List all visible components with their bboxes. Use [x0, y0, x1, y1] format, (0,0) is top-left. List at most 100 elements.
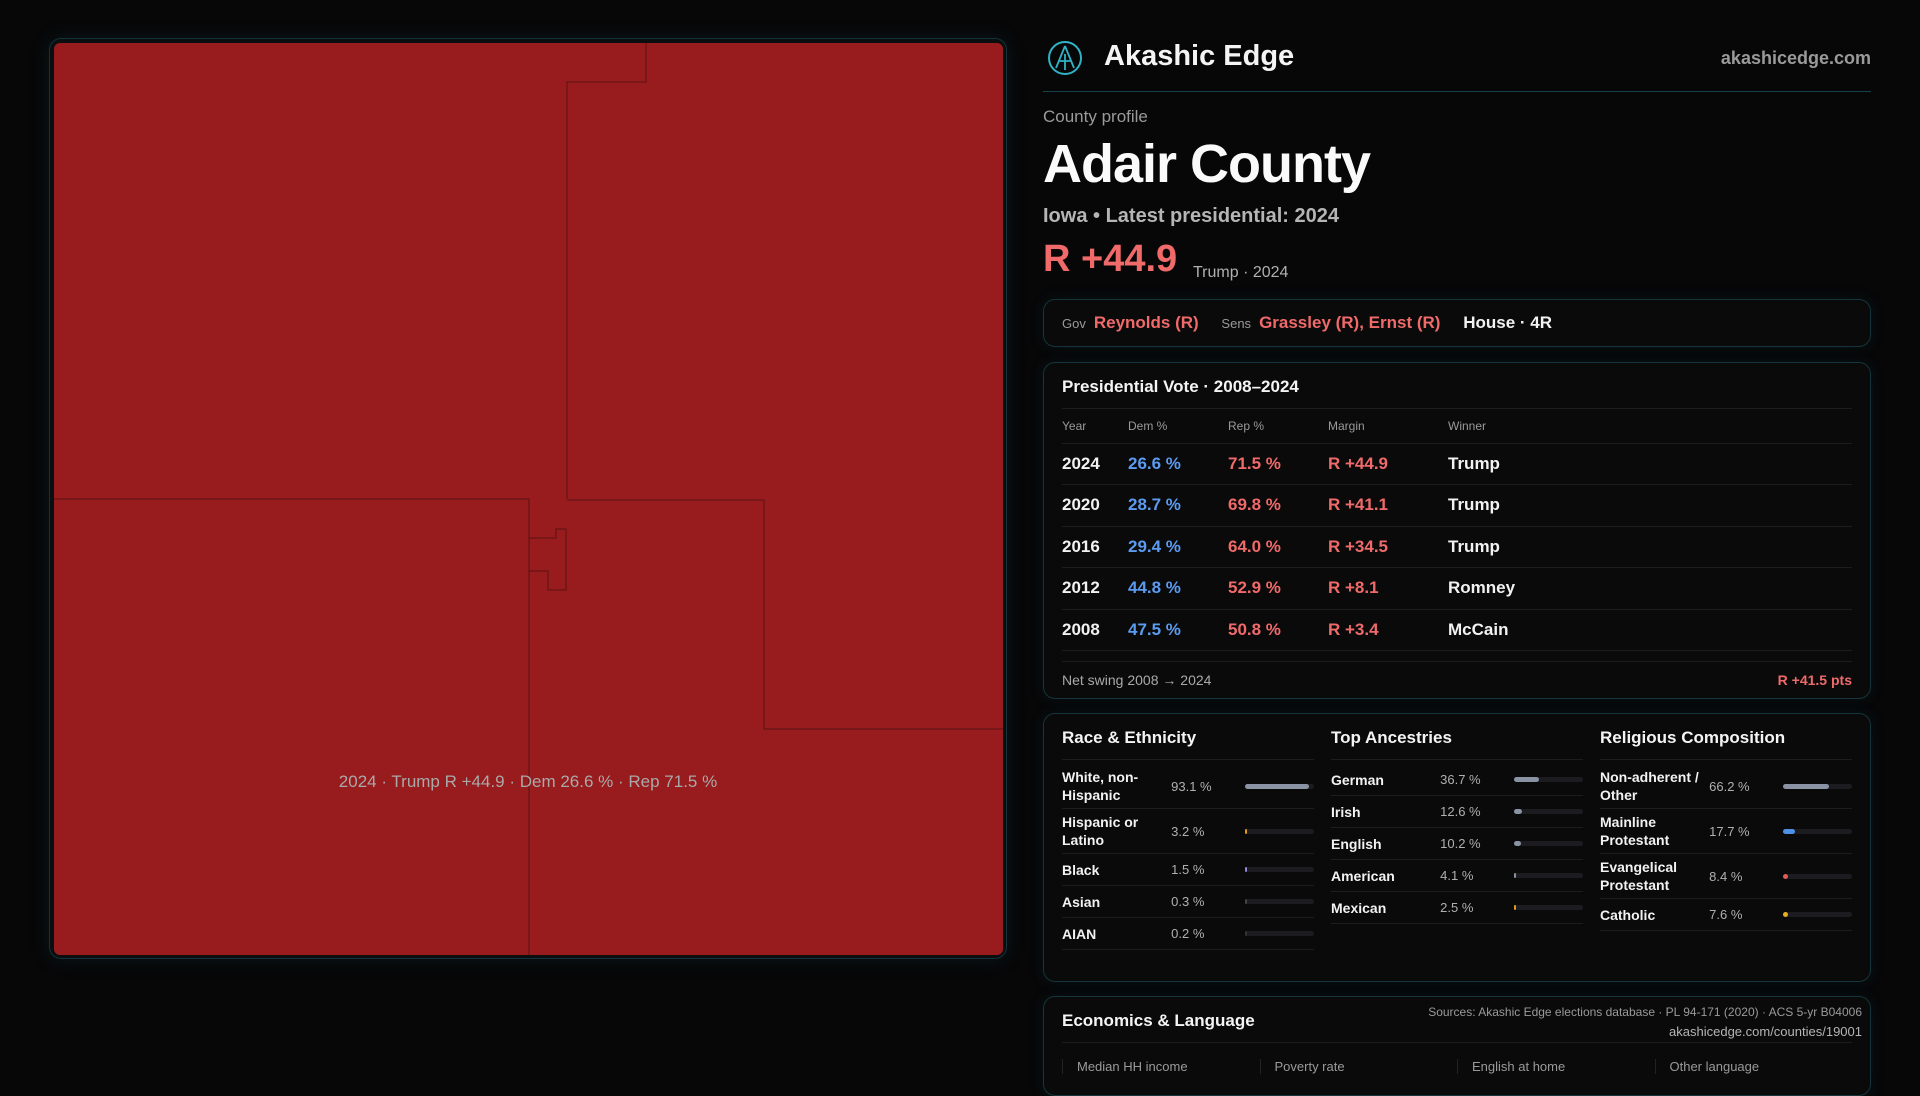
- list-item: Black 1.5 %: [1062, 854, 1315, 886]
- winner-cell: Trump: [1448, 443, 1852, 485]
- share-bar-fill: [1513, 873, 1517, 878]
- table-row: 2008 47.5 % 50.8 % R +3.4 McCain: [1062, 609, 1852, 651]
- page-url[interactable]: akashicedge.com/counties/19001: [1669, 1024, 1862, 1039]
- margin-cell: R +44.9: [1328, 443, 1448, 485]
- section-title: Religious Composition: [1600, 728, 1852, 760]
- item-value: 17.7 %: [1709, 823, 1750, 839]
- headline-margin: R +44.9: [1043, 238, 1178, 280]
- share-bar: [1244, 931, 1315, 936]
- winner-cell: Trump: [1448, 526, 1852, 568]
- share-bar: [1513, 873, 1584, 878]
- year-cell: 2012: [1062, 567, 1128, 610]
- dem-pct-cell: 26.6 %: [1128, 443, 1228, 485]
- share-bar: [1244, 867, 1315, 872]
- demographics-card: Race & Ethnicity White, non-Hispanic 93.1 …: [1043, 713, 1871, 982]
- year-cell: 2016: [1062, 526, 1128, 568]
- township-boundaries: [54, 43, 1003, 955]
- winner-cell: Trump: [1448, 484, 1852, 527]
- share-bar-fill: [1244, 867, 1247, 872]
- dem-pct-cell: 28.7 %: [1128, 484, 1228, 527]
- economics-title: Economics & Language: [1062, 1011, 1852, 1043]
- item-value: 3.2 %: [1171, 823, 1205, 839]
- item-value: 7.6 %: [1709, 907, 1743, 922]
- presidential-title: Presidential Vote · 2008–2024: [1062, 377, 1852, 409]
- item-label: Black: [1062, 861, 1100, 878]
- share-bar-fill: [1782, 828, 1795, 834]
- share-bar: [1782, 873, 1853, 879]
- item-value: 1.5 %: [1171, 862, 1205, 877]
- col-margin: Margin: [1328, 409, 1448, 444]
- list-item: English 10.2 %: [1331, 828, 1584, 860]
- rep-pct-cell: 50.8 %: [1228, 609, 1328, 651]
- year-cell: 2008: [1062, 609, 1128, 651]
- margin-cell: R +3.4: [1328, 609, 1448, 651]
- list-item: Hispanic or Latino 3.2 %: [1062, 809, 1315, 854]
- item-value: 4.1 %: [1440, 868, 1474, 883]
- item-label: Irish: [1331, 803, 1361, 820]
- item-value: 0.2 %: [1171, 926, 1205, 941]
- demographic-section: Top Ancestries German 36.7 % Irish 12.6 % Eng…: [1331, 728, 1584, 967]
- item-label: Catholic: [1600, 906, 1656, 923]
- header: Akashic Edge akashicedge.com: [1043, 36, 1871, 92]
- page-subtitle: Iowa • Latest presidential: 2024: [1043, 205, 1339, 227]
- table-row: 2024 26.6 % 71.5 % R +44.9 Trump: [1062, 443, 1852, 485]
- item-value: 8.4 %: [1709, 868, 1743, 884]
- share-bar: [1782, 912, 1853, 917]
- item-value: 10.2 %: [1440, 836, 1481, 851]
- item-label: Mexican: [1331, 899, 1387, 916]
- item-value: 12.6 %: [1440, 804, 1481, 819]
- house-delegation: House · 4R: [1463, 313, 1552, 332]
- dem-pct-cell: 47.5 %: [1128, 609, 1228, 651]
- gov-label: Gov: [1062, 316, 1086, 331]
- headline-margin-sub: Trump · 2024: [1193, 264, 1289, 281]
- col-dem: Dem %: [1128, 409, 1228, 444]
- margin-cell: R +34.5: [1328, 526, 1448, 568]
- sens-label: Sens: [1221, 316, 1252, 331]
- share-bar: [1782, 783, 1853, 789]
- margin-cell: R +8.1: [1328, 567, 1448, 610]
- share-bar: [1244, 828, 1315, 834]
- col-year: Year: [1062, 409, 1128, 444]
- brand-name: Akashic Edge: [1104, 40, 1295, 72]
- list-item: White, non-Hispanic 93.1 %: [1062, 764, 1315, 809]
- item-value: 2.5 %: [1440, 900, 1474, 915]
- winner-cell: McCain: [1448, 609, 1852, 651]
- site-link[interactable]: akashicedge.com: [1720, 48, 1871, 68]
- list-item: Non-adherent / Other 66.2 %: [1600, 764, 1853, 809]
- item-label: AIAN: [1062, 925, 1097, 942]
- dem-pct-cell: 29.4 %: [1128, 526, 1228, 568]
- net-swing: Net swing 2008 → 2024 R +41.5 pts: [1062, 661, 1852, 688]
- table-row: 2016 29.4 % 64.0 % R +34.5 Trump: [1062, 526, 1852, 568]
- akashic-emblem-icon: [1048, 41, 1082, 75]
- share-bar: [1513, 809, 1584, 814]
- poverty-rate-label: Poverty rate: [1259, 1059, 1458, 1074]
- net-swing-label: Net swing 2008 → 2024: [1062, 672, 1212, 688]
- list-item: Catholic 7.6 %: [1600, 899, 1853, 931]
- demographic-section: Race & Ethnicity White, non-Hispanic 93.1 …: [1062, 728, 1315, 967]
- share-bar: [1513, 905, 1584, 910]
- share-bar-fill: [1513, 905, 1516, 910]
- demographic-section: Religious Composition Non-adherent / Othe…: [1600, 728, 1853, 967]
- item-label: Mainline Protestant: [1600, 814, 1670, 848]
- list-item: Mexican 2.5 %: [1331, 892, 1584, 924]
- item-value: 36.7 %: [1440, 772, 1481, 787]
- share-bar-fill: [1782, 873, 1789, 879]
- median-income-label: Median HH income: [1062, 1059, 1260, 1074]
- item-label: English: [1331, 835, 1382, 852]
- margin-cell: R +41.1: [1328, 484, 1448, 527]
- share-bar-fill: [1244, 828, 1247, 834]
- winner-cell: Romney: [1448, 567, 1852, 610]
- year-cell: 2024: [1062, 443, 1128, 485]
- list-item: Mainline Protestant 17.7 %: [1600, 809, 1853, 854]
- item-value: 93.1 %: [1171, 778, 1212, 794]
- share-bar: [1244, 899, 1315, 904]
- presidential-table: Year Dem % Rep % Margin Winner 2024 26.6 …: [1062, 409, 1852, 651]
- list-item: German 36.7 %: [1331, 764, 1584, 796]
- share-bar-fill: [1513, 777, 1540, 782]
- section-title: Top Ancestries: [1331, 728, 1583, 760]
- governor: Reynolds (R): [1093, 313, 1199, 332]
- list-item: Asian 0.3 %: [1062, 886, 1315, 918]
- item-label: Asian: [1062, 893, 1101, 910]
- item-label: White, non-Hispanic: [1062, 769, 1139, 803]
